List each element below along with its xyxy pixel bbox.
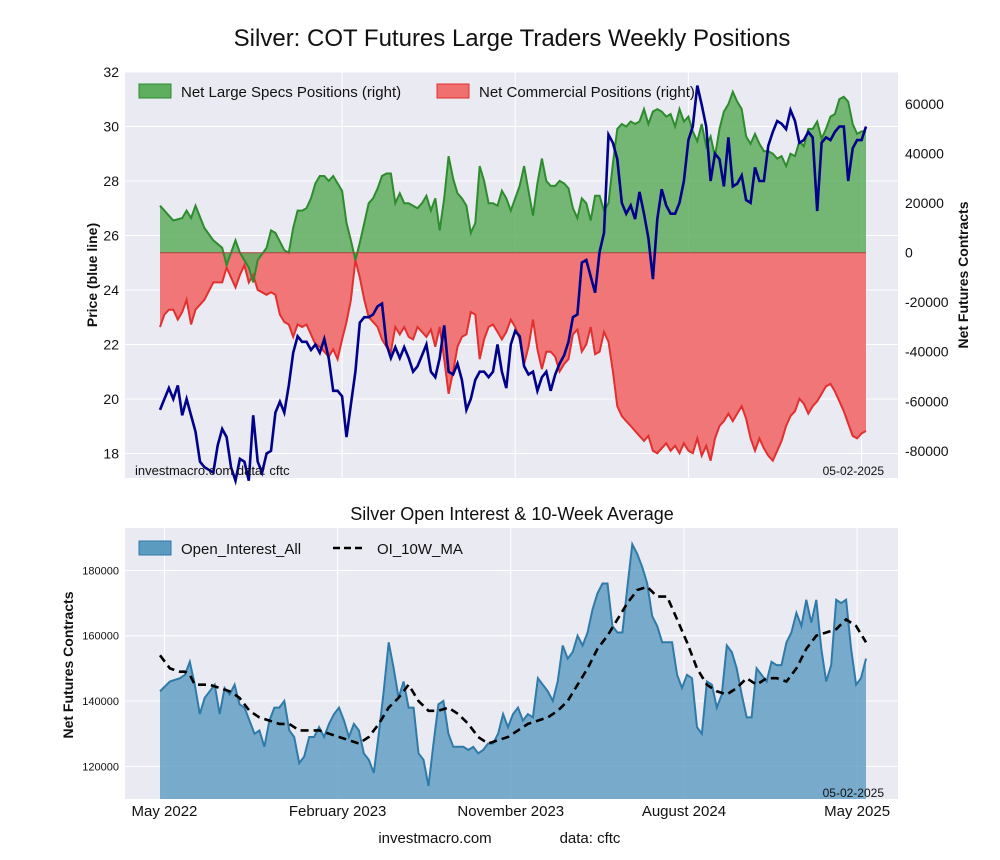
legend-label-ma: OI_10W_MA: [377, 541, 463, 558]
legend-swatch-oi: [138, 540, 172, 556]
legend-swatch-commercial: [436, 83, 470, 99]
contracts-tick-0: 60000: [905, 96, 944, 112]
contracts-axis-ticks: 60000 40000 20000 0 -20000 -40000 -60000 -80000: [905, 96, 949, 459]
bottom-series: [158, 540, 868, 799]
legend-label-specs: Net Large Specs Positions (right): [181, 84, 401, 101]
price-line: [158, 85, 868, 486]
bottom-legend: Open_Interest_All OI_10W_MA: [138, 540, 463, 558]
price-axis-ticks: 18 20 22 24 26 28 30 32: [103, 64, 119, 461]
oi-tick-2: 160000: [82, 631, 119, 643]
main-title: Silver: COT Futures Large Traders Weekly…: [234, 25, 791, 52]
contracts-tick-4: -20000: [905, 294, 949, 310]
contracts-tick-5: -40000: [905, 344, 949, 360]
price-tick-5: 28: [103, 173, 119, 189]
contracts-tick-1: 40000: [905, 146, 944, 162]
price-tick-1: 20: [103, 391, 119, 407]
price-axis-label: Price (blue line): [84, 223, 100, 327]
oi-chart-title: Silver Open Interest & 10-Week Average: [350, 504, 674, 524]
date-tick-4: May 2025: [824, 803, 890, 820]
oi-area: [160, 544, 866, 799]
price-positions-panel: 18 20 22 24 26 28 30 32 60000 40000 20000 0 -20000 -…: [84, 64, 971, 486]
oi-line: [159, 540, 867, 787]
date-tick-3: August 2024: [642, 803, 726, 820]
price-tick-4: 26: [103, 227, 119, 243]
top-date-label: 05-02-2025: [823, 464, 885, 478]
oi-tick-3: 180000: [82, 565, 119, 577]
legend-label-commercial: Net Commercial Positions (right): [479, 84, 695, 101]
bottom-date-label: 05-02-2025: [823, 786, 885, 800]
oi-tick-1: 140000: [82, 696, 119, 708]
top-line-series: [158, 85, 868, 486]
contracts-tick-7: -80000: [905, 443, 949, 459]
date-tick-2: November 2023: [457, 803, 564, 820]
commercial-area: [160, 252, 866, 461]
price-tick-2: 22: [103, 336, 119, 352]
contracts-tick-3: 0: [905, 245, 913, 261]
footer-site: investmacro.com: [378, 830, 491, 847]
footer-source: data: cftc: [560, 830, 621, 847]
legend-label-oi: Open_Interest_All: [181, 541, 301, 558]
oi-axis-label: Net Futures Contracts: [60, 591, 76, 738]
contracts-axis-label: Net Futures Contracts: [955, 201, 971, 348]
date-tick-0: May 2022: [132, 803, 198, 820]
specs-line: [159, 89, 866, 283]
date-axis-ticks: May 2022 February 2023 November 2023 August…: [132, 803, 891, 820]
open-interest-panel: 120000 140000 160000 180000 May 2022 Februar…: [60, 528, 898, 820]
oi-ma-line: [158, 585, 868, 745]
legend-swatch-specs: [138, 83, 172, 99]
oi-tick-0: 120000: [82, 761, 119, 773]
top-watermark: investmacro.com data: cftc: [135, 463, 290, 478]
oi-axis-ticks: 120000 140000 160000 180000: [82, 565, 119, 773]
price-tick-3: 24: [103, 282, 119, 298]
price-tick-0: 18: [103, 445, 119, 461]
contracts-tick-2: 20000: [905, 195, 944, 211]
date-tick-1: February 2023: [289, 803, 387, 820]
price-tick-6: 30: [103, 118, 119, 134]
contracts-tick-6: -60000: [905, 393, 949, 409]
price-tick-7: 32: [103, 64, 119, 80]
top-legend: Net Large Specs Positions (right) Net Co…: [138, 83, 695, 101]
